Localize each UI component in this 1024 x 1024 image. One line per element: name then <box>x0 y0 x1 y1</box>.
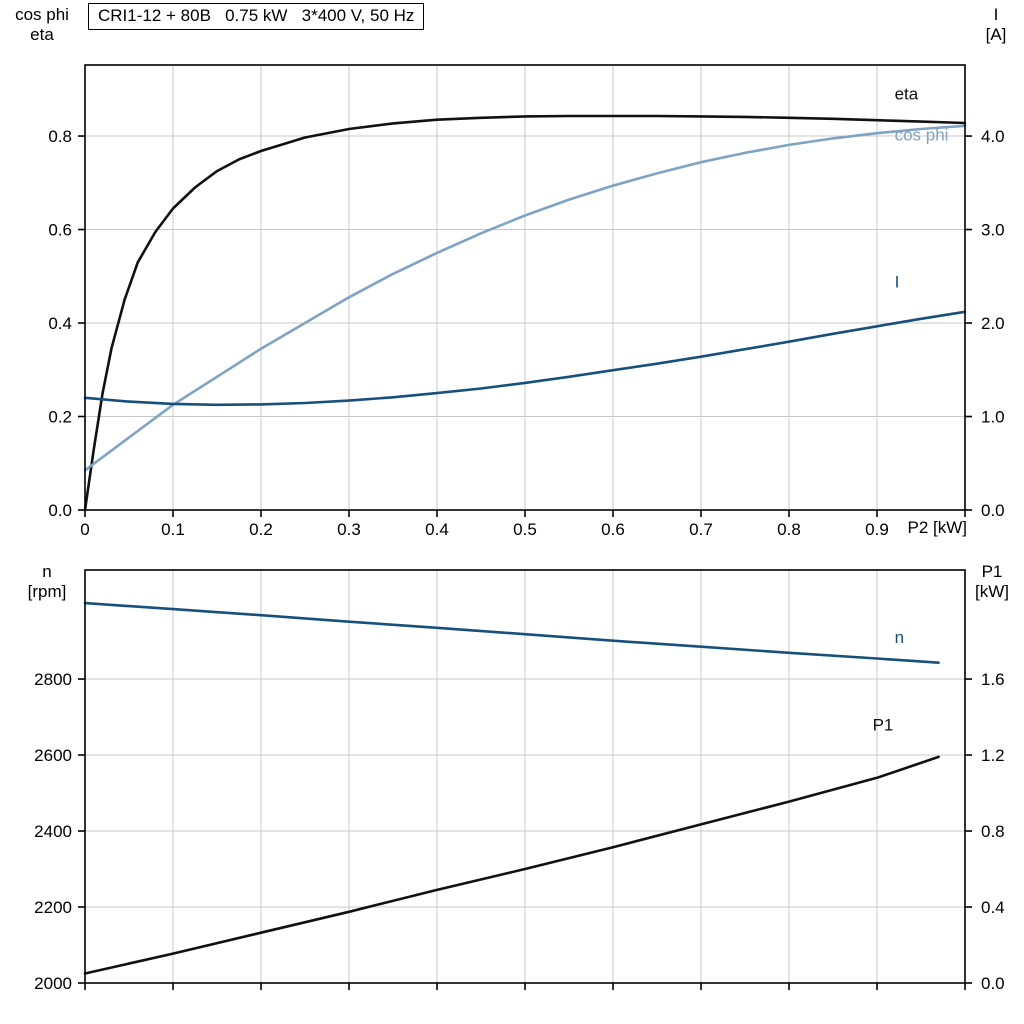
curve-P1 <box>83 755 940 975</box>
right-tick-label: 2.0 <box>981 314 1005 333</box>
bottom-chart-left-axis-title: n [rpm] <box>14 562 80 602</box>
left-tick-label: 0.0 <box>48 501 72 520</box>
curve-label-n: n <box>895 628 904 647</box>
right-tick-label: 1.2 <box>981 746 1005 765</box>
curve-label-cos-phi: cos phi <box>895 126 949 145</box>
x-axis-unit-label: P2 [kW] <box>907 518 967 537</box>
x-tick-label: 0.9 <box>865 520 889 539</box>
right-axis-title-line2: [A] <box>985 25 1007 44</box>
right-tick-label: 1.6 <box>981 670 1005 689</box>
left-tick-label: 2600 <box>34 746 72 765</box>
left-tick-label: 2000 <box>34 974 72 993</box>
curve-label-I: I <box>895 273 900 292</box>
left-tick-label: 2400 <box>34 822 72 841</box>
left-tick-label: 0.4 <box>48 314 72 333</box>
left-axis-title-line1: n <box>42 562 52 581</box>
x-tick-label: 0.3 <box>337 520 361 539</box>
x-tick-label: 0.8 <box>777 520 801 539</box>
x-tick-label: 0.4 <box>425 520 449 539</box>
left-tick-label: 0.6 <box>48 221 72 240</box>
curve-label-P1: P1 <box>873 715 894 734</box>
curve-label-eta: eta <box>895 85 919 104</box>
x-tick-label: 0.2 <box>249 520 273 539</box>
left-tick-label: 2800 <box>34 670 72 689</box>
right-tick-label: 0.8 <box>981 822 1005 841</box>
right-axis-title-line1: I <box>993 5 999 24</box>
left-tick-label: 0.8 <box>48 127 72 146</box>
right-tick-label: 1.0 <box>981 408 1005 427</box>
right-tick-label: 0.0 <box>981 501 1005 520</box>
x-tick-label: 0 <box>80 520 89 539</box>
left-axis-title-line2: eta <box>30 25 54 44</box>
right-tick-label: 3.0 <box>981 221 1005 240</box>
right-tick-label: 4.0 <box>981 127 1005 146</box>
curve-cos-phi <box>83 124 967 472</box>
left-axis-title-line2: [rpm] <box>27 582 67 601</box>
left-tick-label: 0.2 <box>48 408 72 427</box>
right-tick-label: 0.0 <box>981 974 1005 993</box>
chart-title-box: CRI1-12 + 80B 0.75 kW 3*400 V, 50 Hz <box>88 3 425 30</box>
right-tick-label: 0.4 <box>981 898 1005 917</box>
x-tick-label: 0.1 <box>161 520 185 539</box>
left-tick-label: 2200 <box>34 898 72 917</box>
curve-n <box>83 601 940 664</box>
top-chart-left-axis-title: cos phi eta <box>4 5 80 45</box>
curve-I <box>83 310 967 407</box>
bottom-chart-right-axis-title: P1 [kW] <box>964 562 1020 602</box>
top-chart-right-axis-title: I [A] <box>972 5 1020 45</box>
x-tick-label: 0.5 <box>513 520 537 539</box>
x-tick-label: 0.7 <box>689 520 713 539</box>
right-axis-title-line2: [kW] <box>975 582 1009 601</box>
x-tick-label: 0.6 <box>601 520 625 539</box>
left-axis-title-line1: cos phi <box>15 5 69 24</box>
right-axis-title-line1: P1 <box>981 562 1003 581</box>
curve-eta <box>83 114 967 512</box>
